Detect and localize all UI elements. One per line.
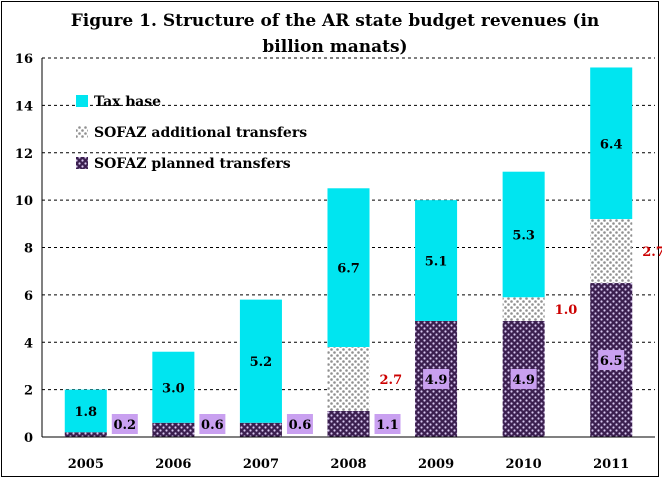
bar-sofaz-planned-transfers-2006: [152, 422, 195, 437]
label-additional-2008: 2.7: [380, 373, 403, 388]
label-planned-2008-box: [374, 414, 401, 434]
x-tick-label-2010: 2010: [506, 457, 542, 472]
label-tax-2009: 5.1: [425, 255, 448, 270]
label-tax-2007: 5.2: [250, 355, 273, 370]
y-tick-label: 16: [15, 52, 33, 67]
legend-label: SOFAZ additional transfers: [94, 125, 307, 141]
label-planned-2005: 0.2: [113, 418, 136, 433]
x-tick-label-2011: 2011: [593, 457, 629, 472]
label-planned-2011-box: [598, 350, 625, 371]
label-tax-2011: 6.4: [600, 137, 623, 152]
label-planned-2008: 1.1: [376, 418, 399, 433]
y-tick-label: 12: [15, 147, 33, 162]
legend-label: SOFAZ planned transfers: [94, 156, 291, 172]
bar-sofaz-planned-transfers-2007: [239, 422, 282, 437]
bar-sofaz-additional-transfers-2010: [502, 297, 545, 321]
x-axis: 2005 2006 2007 2008 2009 2010 2011: [42, 436, 655, 472]
legend-swatch-sofaz-planned-transfers: [76, 157, 88, 169]
bar-tax-base-2006: [152, 351, 195, 423]
y-tick-label: 8: [24, 242, 33, 257]
bar-tax-base-2011: [590, 67, 633, 220]
label-planned-2007-box: [286, 414, 313, 434]
label-tax-2006: 3.0: [162, 381, 185, 396]
y-tick-label: 6: [24, 289, 33, 304]
y-axis: 0 2 4 6 8 10 12 14 16: [15, 52, 43, 446]
bar-tax-base-2008: [327, 188, 370, 347]
chart-title: Figure 1. Structure of the AR state budg…: [70, 11, 600, 57]
data-labels: 1.8 0.2 3.0 0.6 5.2 0.6 6.7 1.1 2.7 5.1 4.9 5.3 4.9 1…: [74, 137, 662, 434]
legend-label: Tax base: [94, 94, 161, 110]
label-planned-2006: 0.6: [201, 418, 224, 433]
label-planned-2010-box: [510, 368, 537, 389]
bar-tax-base-2010: [502, 171, 545, 298]
bar-tax-base-2005: [64, 389, 107, 433]
x-tick-label-2009: 2009: [418, 457, 454, 472]
label-planned-2006-box: [199, 414, 226, 434]
label-planned-2010: 4.9: [512, 373, 535, 388]
y-tick-label: 14: [15, 99, 33, 114]
y-tick-label: 4: [24, 336, 33, 351]
label-tax-2008: 6.7: [337, 262, 360, 277]
label-planned-2009: 4.9: [425, 373, 448, 388]
x-tick-label-2008: 2008: [330, 457, 366, 472]
bar-sofaz-planned-transfers-2008: [327, 410, 370, 437]
bar-tax-base-2009: [415, 200, 458, 321]
y-tick-label: 10: [15, 194, 33, 209]
bar-tax-base-2007: [239, 299, 282, 423]
label-tax-2010: 5.3: [512, 228, 535, 243]
label-planned-2007: 0.6: [289, 418, 312, 433]
bars: [64, 67, 633, 437]
legend-swatch-sofaz-additional-transfers: [76, 126, 88, 138]
x-tick-label-2006: 2006: [155, 457, 191, 472]
label-planned-2005-box: [111, 414, 138, 434]
y-tick-label: 2: [24, 384, 33, 399]
label-planned-2011: 6.5: [600, 354, 623, 369]
x-tick-label-2005: 2005: [68, 457, 104, 472]
legend: Tax base SOFAZ additional transfers SOFAZ …: [76, 94, 307, 172]
bar-sofaz-additional-transfers-2011: [590, 219, 633, 284]
legend-swatch-tax-base: [76, 95, 88, 107]
bar-sofaz-additional-transfers-2008: [327, 346, 370, 411]
label-planned-2009-box: [423, 368, 450, 389]
label-additional-2011: 2.7: [642, 245, 662, 260]
bar-sofaz-planned-transfers-2005: [64, 432, 107, 437]
y-tick-label: 0: [24, 431, 33, 446]
label-tax-2005: 1.8: [74, 405, 97, 420]
label-additional-2010: 1.0: [555, 303, 578, 318]
x-tick-label-2007: 2007: [243, 457, 279, 472]
